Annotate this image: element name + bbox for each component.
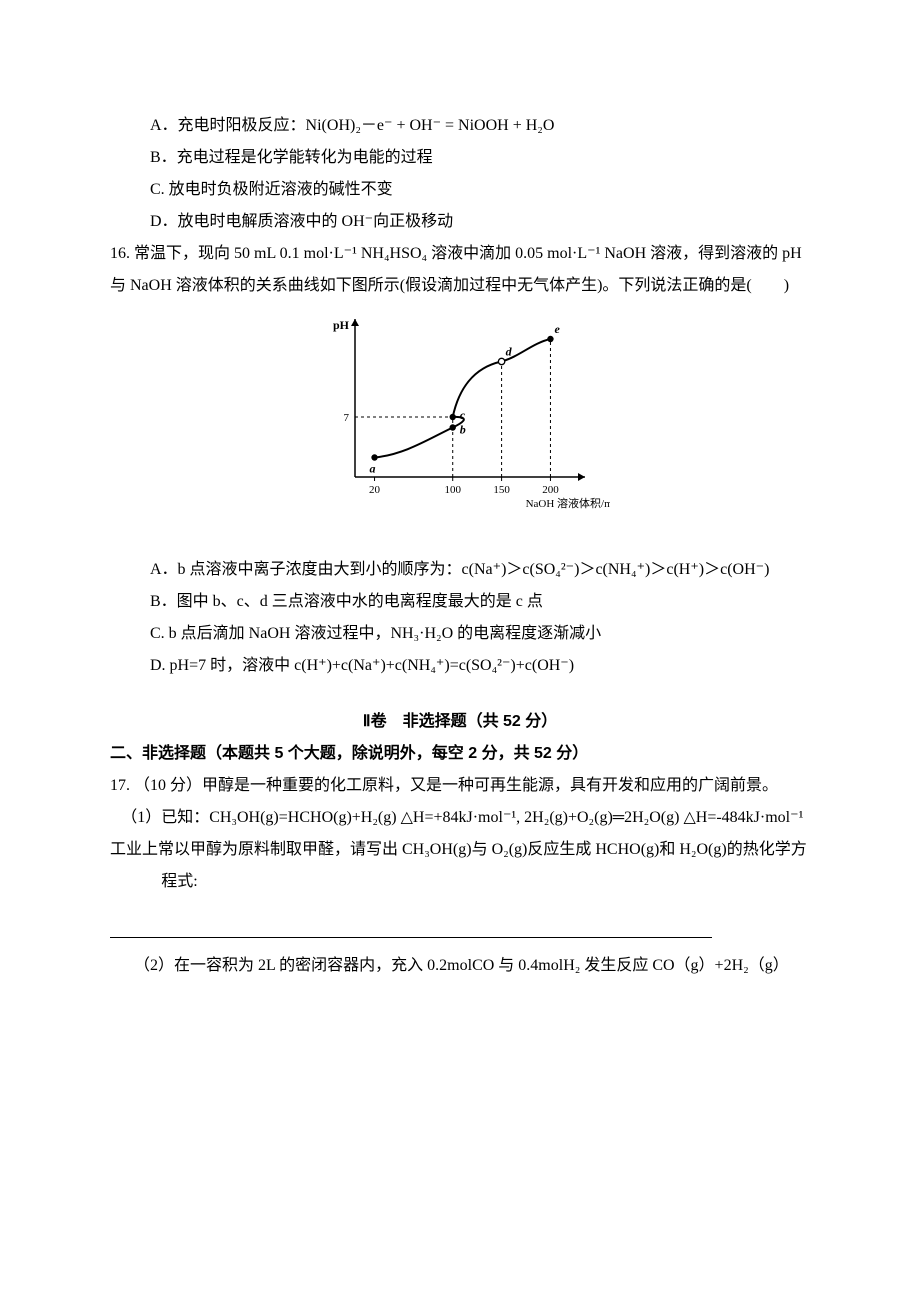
section2-heading: 二、非选择题（本题共 5 个大题，除说明外，每空 2 分，共 52 分） (110, 738, 810, 770)
q15-option-b: B．充电过程是化学能转化为电能的过程 (110, 142, 810, 174)
q15-option-d: D．放电时电解质溶液中的 OH⁻向正极移动 (110, 206, 810, 238)
svg-text:d: d (506, 345, 513, 359)
q16-option-d: D. pH=7 时，溶液中 c(H⁺)+c(Na⁺)+c(NH₄⁺)=c(SO₄… (110, 650, 810, 682)
q16-option-b: B．图中 b、c、d 三点溶液中水的电离程度最大的是 c 点 (110, 586, 810, 618)
q16-chart: pH 20 100 150 200NaOH 溶液体积/mL 7 a bc d e (110, 302, 810, 554)
q15-option-a: A．充电时阳极反应：Ni(OH)₂－e⁻ + OH⁻ = NiOOH + H₂O (110, 110, 810, 142)
svg-text:a: a (370, 462, 376, 476)
q17-answer-blank (110, 920, 712, 938)
q16-stem: 16. 常温下，现向 50 mL 0.1 mol·L⁻¹ NH₄HSO₄ 溶液中… (110, 238, 810, 302)
q17-p1-given: （1）已知：CH₃OH(g)=HCHO(g)+H₂(g) △H=+84kJ·mo… (110, 802, 810, 834)
section2-title: Ⅱ卷 非选择题（共 52 分） (110, 706, 810, 738)
q16-option-c: C. b 点后滴加 NaOH 溶液过程中，NH₃·H₂O 的电离程度逐渐减小 (110, 618, 810, 650)
svg-text:200: 200 (542, 484, 559, 496)
q15-option-c: C. 放电时负极附近溶液的碱性不变 (110, 174, 810, 206)
svg-text:100: 100 (444, 484, 461, 496)
q17-p2: （2）在一容积为 2L 的密闭容器内，充入 0.2molCO 与 0.4molH… (110, 950, 810, 982)
svg-text:150: 150 (493, 484, 510, 496)
svg-text:NaOH 溶液体积/mL: NaOH 溶液体积/mL (526, 496, 610, 510)
svg-text:c: c (460, 408, 466, 422)
svg-text:b: b (460, 423, 466, 437)
q17-stem: 17. （10 分）甲醇是一种重要的化工原料，又是一种可再生能源，具有开发和应用… (110, 770, 810, 802)
q16-option-a: A．b 点溶液中离子浓度由大到小的顺序为：c(Na⁺)＞c(SO₄²⁻)＞c(N… (110, 554, 810, 586)
svg-text:pH: pH (333, 318, 350, 332)
q17-p1-task: 工业上常以甲醇为原料制取甲醛，请写出 CH₃OH(g)与 O₂(g)反应生成 H… (110, 834, 810, 898)
svg-text:7: 7 (344, 412, 350, 424)
svg-text:e: e (554, 322, 560, 336)
svg-text:20: 20 (369, 484, 381, 496)
